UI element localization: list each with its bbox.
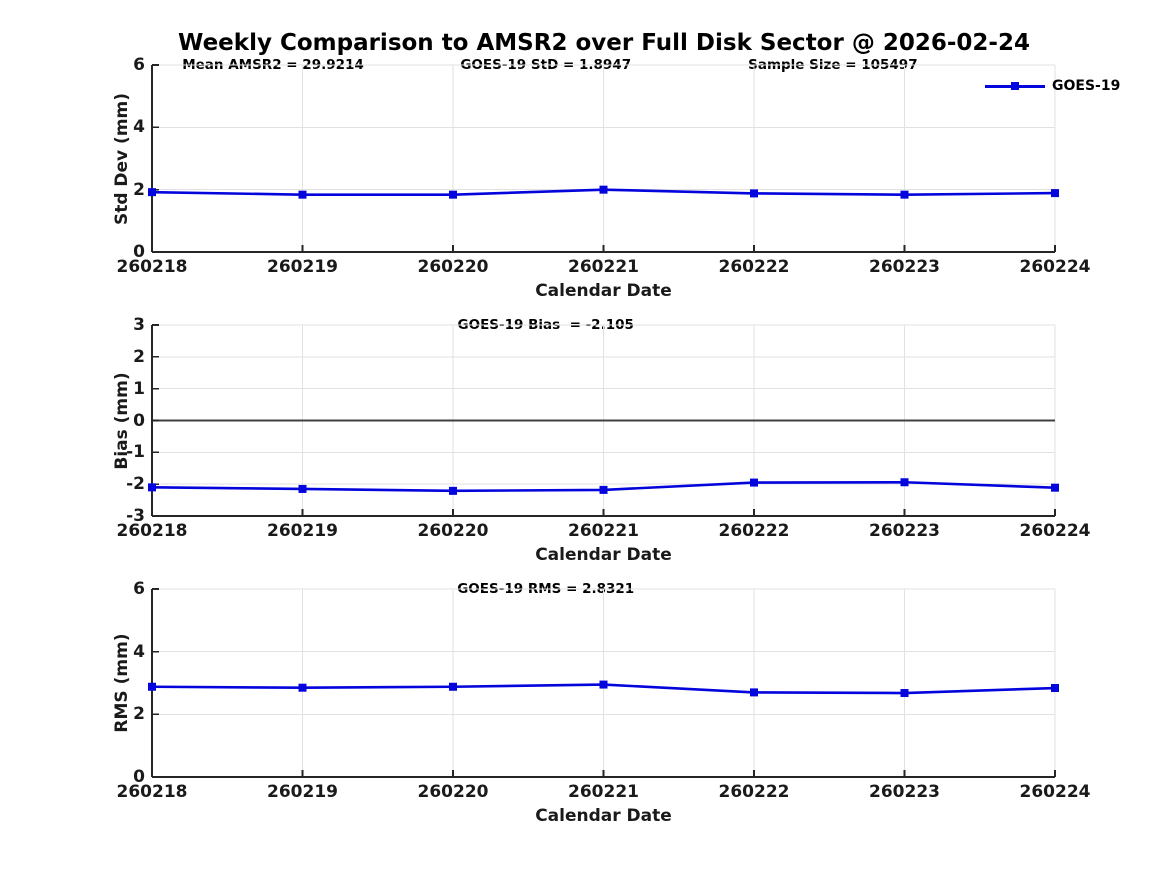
data-point-marker [298, 190, 307, 199]
x-tick-label: 260222 [718, 782, 790, 802]
plot-area-rms [148, 588, 1059, 778]
chart-panel-std-dev: Std Dev (mm) Mean AMSR2 = 29.9214 GOES-1… [112, 55, 1120, 301]
data-point-marker [148, 188, 156, 197]
data-point-marker [298, 484, 307, 493]
y-axis-label-std-dev: Std Dev (mm) [112, 92, 132, 225]
legend: GOES-19 [985, 78, 1120, 94]
data-point-marker [599, 680, 608, 689]
x-tick-label: 260222 [718, 521, 790, 541]
x-tick-label: 260219 [267, 782, 338, 802]
chart-panel-bias: Bias (mm) GOES-19 Bias = -2.105 260218 26… [112, 315, 1090, 565]
x-tick-label: 260223 [869, 257, 940, 277]
x-tick-label: 260223 [869, 521, 940, 541]
data-point-marker [148, 483, 156, 492]
y-tick-label: 0 [133, 242, 145, 262]
y-tick-label: -2 [126, 474, 145, 495]
chart-panel-rms: RMS (mm) GOES-19 RMS = 2.8321 260218 2602… [112, 579, 1090, 826]
x-tick-label: 260222 [718, 257, 790, 277]
data-point-marker [599, 485, 608, 494]
x-tick-label: 260218 [116, 782, 188, 802]
data-point-marker [449, 682, 457, 691]
x-tick-label: 260221 [568, 257, 639, 277]
legend-line-sample [985, 82, 1045, 90]
x-tick-label: 260223 [869, 782, 940, 802]
y-tick-label: 4 [133, 117, 145, 138]
data-point-marker [449, 486, 457, 495]
y-tick-label: 2 [133, 179, 145, 200]
y-tick-label: 0 [133, 410, 145, 431]
data-point-marker [750, 688, 758, 697]
y-tick-label: 2 [133, 704, 145, 725]
x-axis-label: Calendar Date [535, 806, 672, 826]
y-tick-label: 1 [133, 378, 145, 399]
data-point-marker [750, 478, 758, 487]
x-tick-label: 260219 [267, 257, 338, 277]
legend-label: GOES-19 [1052, 78, 1121, 94]
figure-title: Weekly Comparison to AMSR2 over Full Dis… [178, 30, 1030, 56]
x-tick-label: 260224 [1019, 257, 1091, 277]
data-point-marker [1051, 189, 1059, 198]
y-tick-label: 4 [133, 641, 145, 662]
data-point-marker [900, 478, 909, 487]
x-tick-label: 260221 [568, 521, 639, 541]
data-point-marker [148, 682, 156, 691]
plot-area-bias [148, 324, 1059, 517]
x-tick-label: 260220 [417, 521, 489, 541]
x-tick-label: 260221 [568, 782, 639, 802]
legend-marker-icon [1011, 82, 1019, 90]
x-tick-label: 260220 [417, 257, 489, 277]
x-tick-label: 260220 [417, 782, 489, 802]
y-tick-label: 6 [133, 579, 145, 599]
data-point-marker [900, 190, 909, 199]
data-point-marker [449, 190, 457, 199]
x-tick-label: 260224 [1019, 521, 1091, 541]
x-tick-label: 260219 [267, 521, 338, 541]
x-tick-label: 260224 [1019, 782, 1091, 802]
data-point-marker [750, 189, 758, 198]
y-tick-label: 2 [133, 346, 145, 367]
data-point-marker [1051, 684, 1059, 693]
x-axis-label: Calendar Date [535, 281, 672, 301]
y-tick-label: 0 [133, 767, 145, 787]
x-axis-label: Calendar Date [535, 545, 672, 565]
y-tick-label: 6 [133, 55, 145, 75]
y-tick-label: -3 [126, 506, 145, 526]
data-point-marker [599, 185, 608, 194]
y-tick-label: 3 [133, 315, 145, 335]
x-tick-label: 260218 [116, 257, 188, 277]
data-point-marker [1051, 483, 1059, 492]
x-tick-label: 260218 [116, 521, 188, 541]
data-point-marker [298, 683, 307, 692]
y-tick-label: -1 [126, 442, 145, 463]
data-point-marker [900, 689, 909, 698]
plot-area-std-dev [148, 64, 1059, 253]
